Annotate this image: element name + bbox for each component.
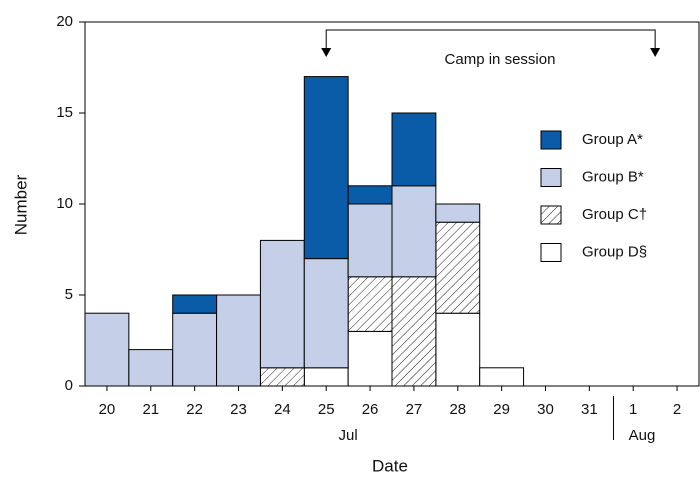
annotation-arrow [321, 48, 332, 57]
y-tick-label: 0 [65, 377, 73, 394]
bar-segment [303, 258, 349, 369]
x-tick-label: 30 [537, 401, 554, 418]
month-label: Aug [629, 427, 656, 444]
legend-label: Group D§ [582, 243, 647, 260]
y-axis-title: Number [11, 174, 30, 235]
bar-segment [84, 312, 130, 387]
annotation-bracket [325, 29, 656, 50]
x-tick-label: 22 [186, 401, 203, 418]
x-tick-label: 20 [99, 401, 116, 418]
x-tick-label: 25 [318, 401, 335, 418]
annotation: Camp in session [445, 51, 556, 68]
legend-swatch [540, 205, 562, 225]
x-tick-label: 31 [581, 401, 598, 418]
legend-label: Group B* [582, 168, 644, 185]
bar-segment [435, 203, 481, 223]
bar-segment [479, 367, 525, 387]
bar-segment [347, 185, 393, 205]
legend-swatch [540, 130, 562, 150]
x-tick-label: 24 [274, 401, 291, 418]
legend-label: Group C† [582, 206, 647, 223]
legend-label: Group A* [582, 131, 643, 148]
x-tick-label: 23 [230, 401, 247, 418]
bar-segment [391, 276, 437, 387]
x-tick-label: 21 [142, 401, 159, 418]
y-tick-label: 10 [56, 195, 73, 212]
bar-segment [347, 330, 393, 387]
bar-segment [128, 349, 174, 387]
annotation-arrow [650, 48, 661, 57]
x-axis-title: Date [372, 456, 408, 475]
legend-swatch [540, 243, 562, 262]
x-tick-label: 1 [629, 401, 637, 418]
bar-segment [303, 367, 349, 387]
x-tick-label: 28 [449, 401, 466, 418]
bar-segment [435, 312, 481, 387]
x-tick-label: 26 [362, 401, 379, 418]
x-tick-label: 29 [493, 401, 510, 418]
bar-segment [347, 203, 393, 278]
bar-segment [347, 276, 393, 332]
bar-segment [259, 367, 305, 387]
bar-segment [259, 239, 305, 369]
month-label: Jul [339, 427, 358, 444]
bar-segment [172, 312, 218, 387]
bar-segment [303, 76, 349, 260]
y-tick-label: 5 [65, 286, 73, 303]
plot-frame [84, 21, 700, 387]
bar-segment [172, 294, 218, 314]
bar-segment [435, 221, 481, 314]
x-tick-label: 2 [673, 401, 681, 418]
x-tick-label: 27 [406, 401, 423, 418]
y-tick-label: 20 [56, 13, 73, 30]
bar-segment [391, 185, 437, 278]
bar-segment [391, 112, 437, 187]
legend-swatch [540, 168, 562, 187]
bar-segment [216, 294, 261, 387]
y-tick-label: 15 [56, 104, 73, 121]
